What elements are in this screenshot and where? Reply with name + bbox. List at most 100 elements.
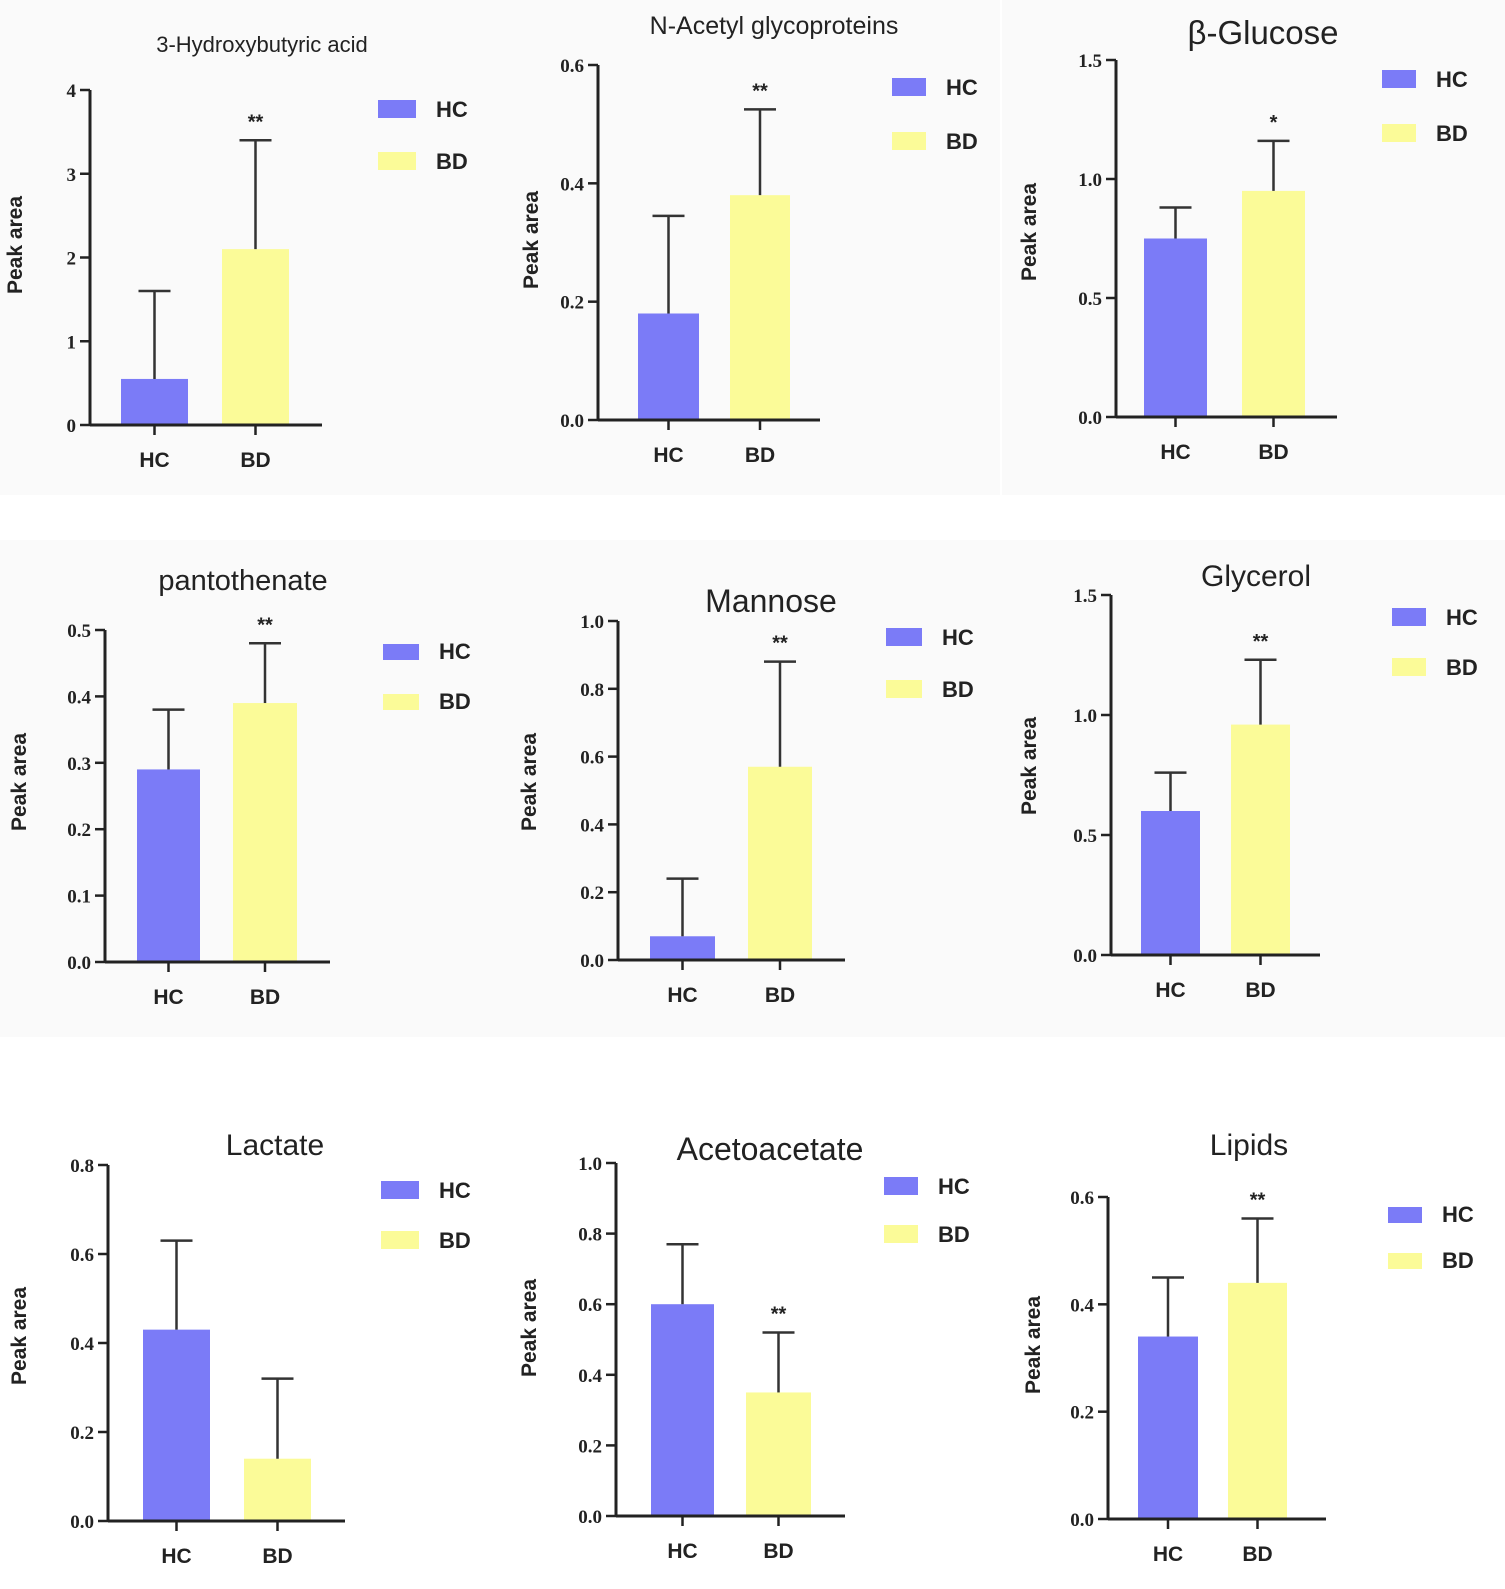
y-tick-label: 3: [67, 165, 77, 186]
chart-panel-1: 3-Hydroxybutyric acid Peak area HC BD ** 0 1 2 3…: [0, 0, 500, 495]
chart-panel-8: Acetoacetate Peak area HC BD ** 0.0 0.2 0.4 0.6 0…: [518, 1131, 970, 1563]
y-tick-label: 0.2: [578, 1436, 602, 1457]
category-label: BD: [745, 444, 775, 467]
significance-marker: **: [1253, 631, 1269, 653]
y-tick-label: 0.8: [580, 680, 604, 701]
legend-swatch-hc: [383, 644, 419, 660]
legend-label: BD: [942, 677, 974, 702]
y-tick-label: 2: [67, 249, 77, 270]
legend-swatch-bd: [1388, 1253, 1422, 1269]
y-tick-label: 0.2: [67, 820, 91, 841]
y-axis-label: Peak area: [518, 1279, 541, 1377]
chart-title: 3-Hydroxybutyric acid: [156, 32, 368, 57]
category-label: BD: [240, 449, 270, 472]
y-tick-label: 0.2: [1070, 1403, 1094, 1424]
category-label: BD: [1258, 441, 1288, 464]
y-tick-label: 0.6: [70, 1245, 94, 1266]
significance-marker: **: [1250, 1189, 1266, 1211]
category-label: HC: [153, 986, 183, 1009]
y-axis-label: Peak area: [1018, 717, 1041, 815]
y-tick-label: 0.5: [1078, 289, 1102, 310]
legend-label: BD: [436, 149, 468, 174]
bar-bd: [233, 703, 297, 962]
chart-title: Acetoacetate: [677, 1131, 864, 1167]
category-label: HC: [653, 444, 683, 467]
y-axis-label: Peak area: [8, 733, 31, 831]
y-tick-label: 0.2: [580, 883, 604, 904]
y-tick-label: 0.8: [578, 1225, 602, 1246]
y-tick-label: 0.4: [67, 687, 91, 708]
significance-marker: **: [771, 1303, 787, 1325]
category-label: HC: [1155, 979, 1185, 1002]
legend-swatch-bd: [886, 680, 922, 698]
legend-swatch-hc: [1392, 608, 1426, 626]
y-tick-label: 0.2: [70, 1423, 94, 1444]
significance-marker: **: [248, 111, 264, 133]
category-label: HC: [1160, 441, 1190, 464]
y-tick-label: 0.8: [70, 1156, 94, 1177]
y-tick-label: 0.4: [578, 1366, 602, 1387]
category-label: HC: [667, 1540, 697, 1563]
legend-label: BD: [439, 1228, 471, 1253]
chart-title: Glycerol: [1201, 560, 1311, 593]
legend-swatch-bd: [884, 1225, 918, 1243]
bar-hc: [137, 769, 200, 962]
y-tick-label: 0.6: [560, 56, 584, 77]
y-tick-label: 0.4: [580, 815, 604, 836]
legend-label: HC: [1442, 1202, 1474, 1227]
y-tick-label: 0.0: [580, 951, 604, 972]
y-tick-label: 1: [67, 332, 77, 353]
chart-title: N-Acetyl glycoproteins: [650, 12, 899, 40]
bar-hc: [1144, 238, 1207, 417]
chart-title: Lipids: [1210, 1129, 1288, 1162]
y-tick-label: 0.6: [1070, 1188, 1094, 1209]
y-axis-label: Peak area: [8, 1287, 31, 1385]
y-tick-label: 0.0: [1078, 408, 1102, 429]
bar-hc: [1141, 811, 1200, 955]
legend-label: BD: [938, 1222, 970, 1247]
legend-label: BD: [1436, 121, 1468, 146]
chart-panel-9: Lipids Peak area HC BD ** 0.0 0.2 0.4 0.6 HC BD: [1022, 1129, 1474, 1566]
legend-label: HC: [439, 639, 471, 664]
legend-label: BD: [1446, 655, 1478, 680]
chart-panel-3: β-Glucose Peak area HC BD * 0.0 0.5 1.0 1.5 HC BD: [1002, 0, 1505, 495]
bar-hc: [651, 1304, 714, 1516]
y-tick-label: 1.5: [1078, 51, 1102, 72]
y-tick-label: 1.0: [1073, 706, 1097, 727]
legend-swatch-bd: [1392, 658, 1426, 676]
y-axis-label: Peak area: [520, 191, 543, 289]
legend-swatch-hc: [381, 1181, 419, 1199]
legend-swatch-bd: [383, 694, 419, 710]
y-tick-label: 0.4: [560, 174, 584, 195]
chart-panel-4: pantothenate Peak area HC BD ** 0.0 0.1 0.2 0.3 0…: [0, 540, 500, 1037]
chart-panel-5: Mannose Peak area HC BD ** 0.0 0.2 0.4 0.6 0.8 1.0…: [500, 540, 1000, 1037]
chart-title: β-Glucose: [1187, 14, 1338, 51]
y-tick-label: 1.5: [1073, 586, 1097, 607]
chart-title: Mannose: [705, 583, 837, 619]
category-label: BD: [765, 984, 795, 1007]
legend-label: BD: [1442, 1248, 1474, 1273]
legend-label: BD: [439, 689, 471, 714]
legend-swatch-hc: [378, 100, 416, 118]
bar-bd: [746, 1392, 811, 1516]
y-tick-label: 1.0: [578, 1154, 602, 1175]
chart-panel-6: Glycerol Peak area HC BD ** 0.0 0.5 1.0 1.5 HC BD: [1000, 540, 1505, 1037]
legend-swatch-hc: [1382, 70, 1416, 88]
legend-swatch-hc: [886, 628, 922, 646]
y-tick-label: 0.3: [67, 754, 91, 775]
bar-bd: [730, 195, 790, 420]
chart-title: Lactate: [226, 1129, 324, 1162]
y-tick-label: 0.0: [578, 1507, 602, 1528]
legend-label: HC: [938, 1174, 970, 1199]
category-label: BD: [1245, 979, 1275, 1002]
category-label: HC: [667, 984, 697, 1007]
chart-panel-2: N-Acetyl glycoproteins Peak area HC BD ** 0.0…: [500, 0, 1000, 495]
bar-hc: [121, 378, 188, 425]
bar-hc: [1138, 1336, 1198, 1519]
legend-label: HC: [942, 625, 974, 650]
significance-marker: **: [752, 80, 768, 102]
y-tick-label: 1.0: [580, 612, 604, 633]
bar-hc: [143, 1329, 210, 1521]
y-tick-label: 4: [67, 81, 77, 102]
